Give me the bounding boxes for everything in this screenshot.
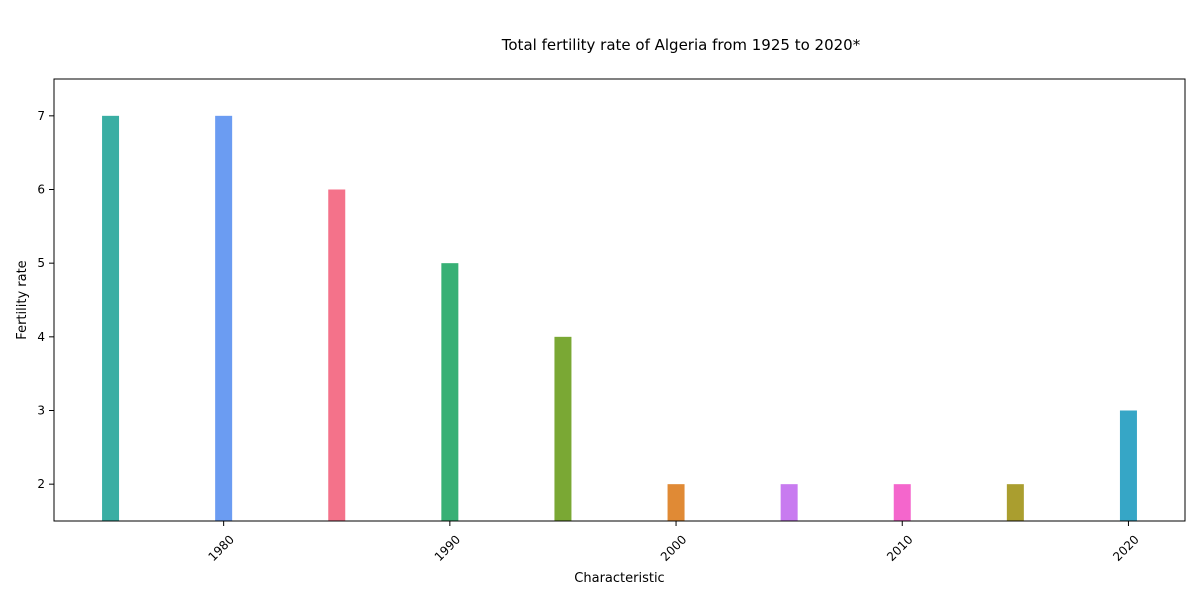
y-tick-label-5: 5 — [37, 256, 45, 270]
bar-2005 — [780, 484, 798, 521]
y-axis-label: Fertility rate — [15, 260, 30, 339]
bar-2015 — [1006, 484, 1024, 521]
x-tick-label-2000: 2000 — [658, 532, 689, 563]
x-axis-label: Characteristic — [574, 571, 664, 586]
y-axis: 2 3 4 5 6 7 — [37, 109, 54, 491]
x-axis: 1980 1990 2000 2010 2020 — [205, 521, 1142, 564]
bar-1995 — [554, 336, 572, 521]
x-tick-label-2010: 2010 — [884, 532, 915, 563]
y-tick-label-7: 7 — [37, 109, 45, 123]
x-tick-label-1980: 1980 — [205, 532, 236, 563]
chart-title: Total fertility rate of Algeria from 192… — [501, 36, 861, 54]
bar-2010 — [893, 484, 911, 521]
y-tick-label-2: 2 — [37, 477, 45, 491]
y-tick-label-3: 3 — [37, 404, 45, 418]
bar-1985 — [328, 189, 346, 521]
bars-group — [102, 115, 1137, 521]
bar-1975 — [102, 115, 120, 521]
x-tick-label-1990: 1990 — [432, 532, 463, 563]
bar-2000 — [667, 484, 685, 521]
bar-2020 — [1119, 410, 1137, 521]
plot-area-frame — [53, 78, 1186, 522]
y-tick-label-6: 6 — [37, 183, 45, 197]
x-tick-label-2020: 2020 — [1110, 532, 1141, 563]
y-tick-label-4: 4 — [37, 330, 45, 344]
bar-1990 — [441, 263, 459, 521]
bar-1980 — [215, 115, 233, 521]
